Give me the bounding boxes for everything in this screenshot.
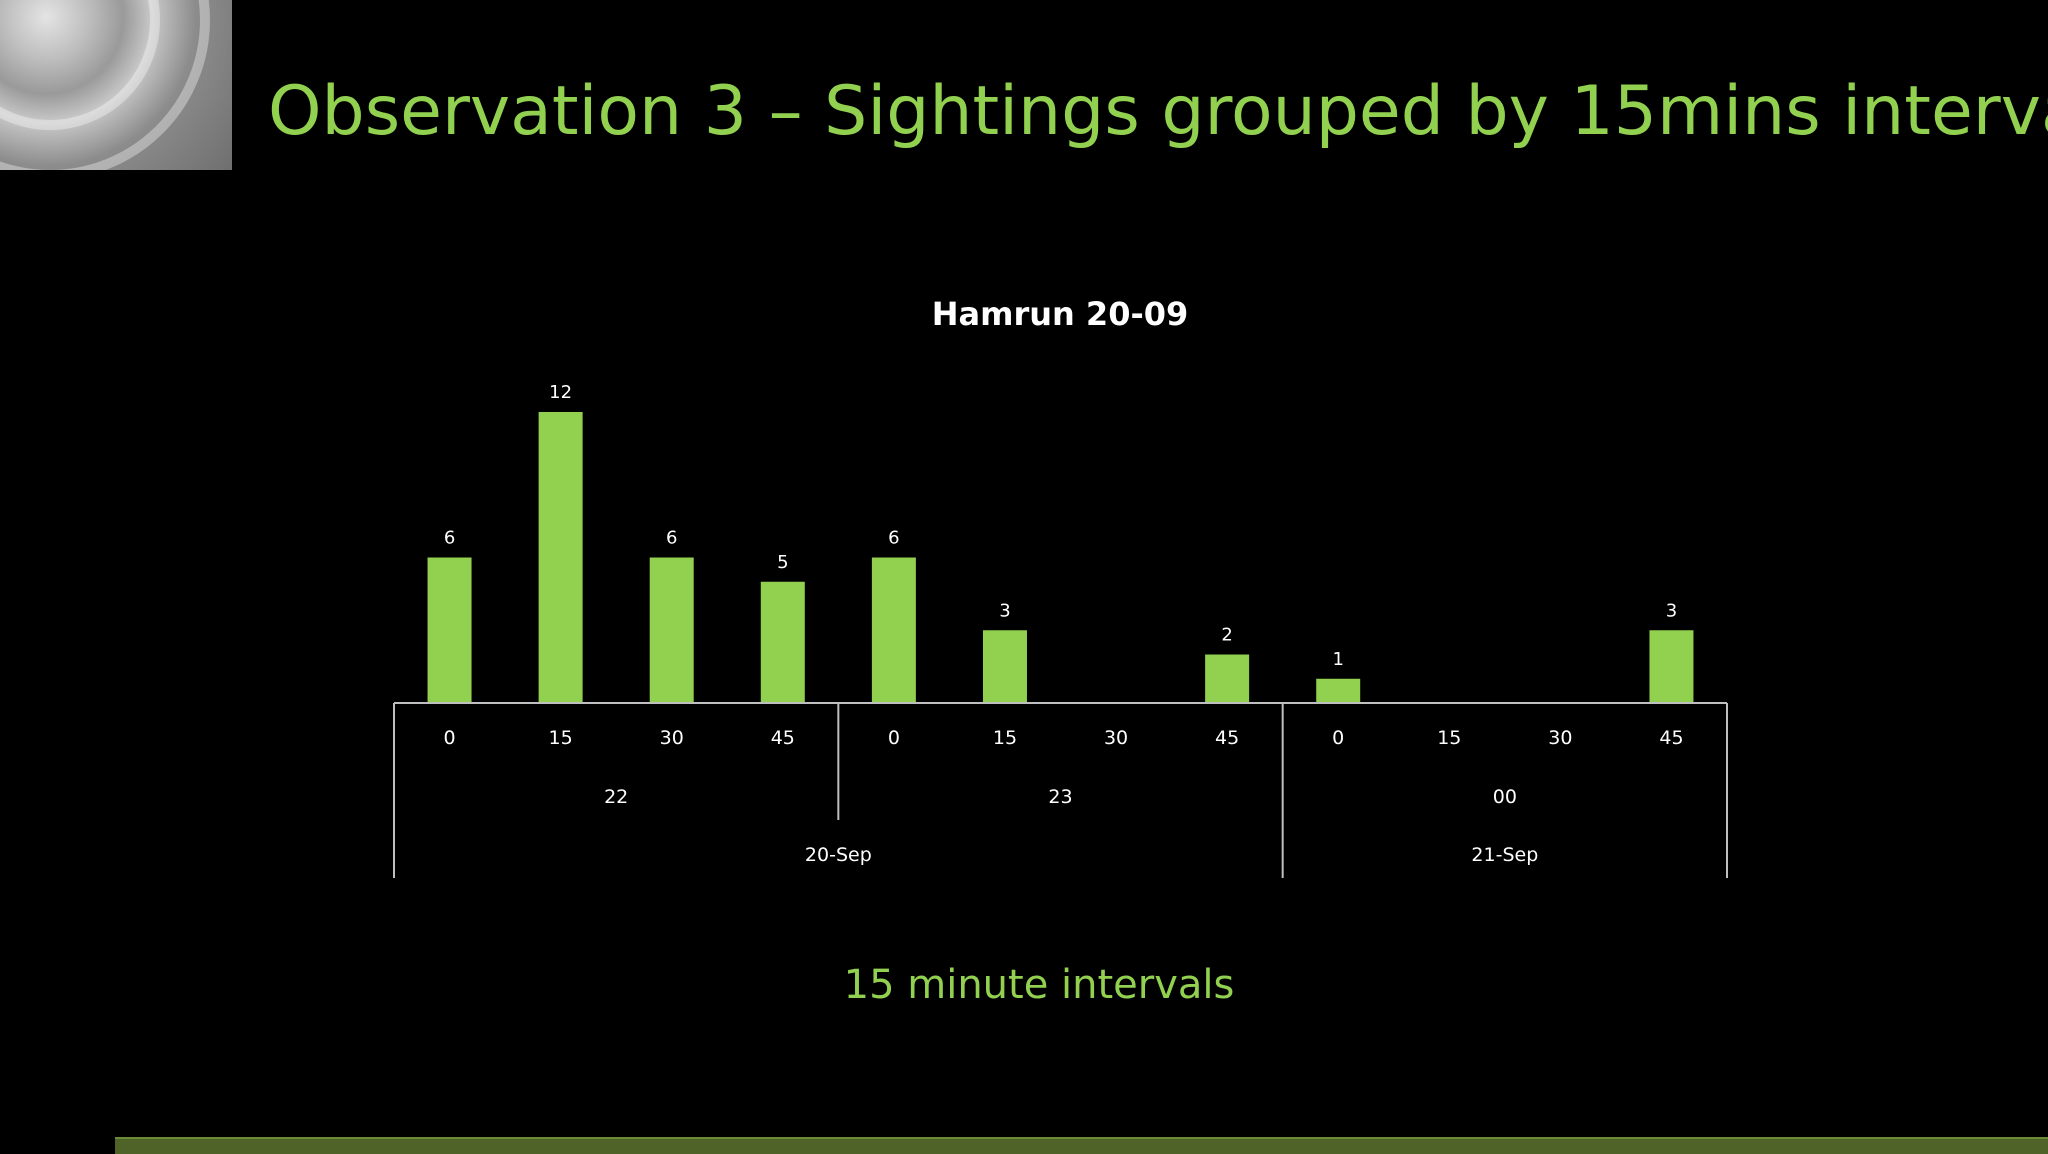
bar-data-label: 1 [1332, 649, 1343, 670]
bar-data-label: 6 [888, 528, 899, 549]
tick-label-minute: 45 [771, 727, 795, 749]
tick-label-date: 21-Sep [1471, 844, 1538, 866]
bar-data-label: 3 [999, 600, 1010, 621]
tick-label-minute: 45 [1215, 727, 1239, 749]
bar-data-label: 6 [666, 528, 677, 549]
category-axis: 0 15 30 45 0 15 30 45 0 15 30 45 22 23 00 20-Sep 21-Sep [393, 702, 1728, 878]
bar [649, 557, 694, 703]
bar [1316, 678, 1361, 703]
tick-label-minute: 0 [1332, 727, 1344, 749]
tick-label-hour: 00 [1493, 786, 1517, 808]
bar [538, 412, 583, 703]
bar-data-label: 6 [444, 528, 455, 549]
tick-label-minute: 15 [993, 727, 1017, 749]
chart-title: Hamrun 20-09 [932, 295, 1189, 333]
tick-label-minute: 30 [660, 727, 684, 749]
bar-data-label: 3 [1666, 600, 1677, 621]
tick-label-minute: 30 [1104, 727, 1128, 749]
bar [427, 557, 472, 703]
tick-label-hour: 22 [604, 786, 628, 808]
bar [1649, 630, 1694, 703]
tick-label-date: 20-Sep [805, 844, 872, 866]
slide-title: Observation 3 – Sightings grouped by 15m… [268, 72, 2048, 151]
tick-label-hour: 23 [1048, 786, 1072, 808]
tick-label-minute: 15 [549, 727, 573, 749]
tick-label-minute: 45 [1659, 727, 1683, 749]
tick-label-minute: 0 [888, 727, 900, 749]
footer-bar [115, 1137, 2048, 1154]
bar-data-label: 2 [1221, 625, 1232, 646]
bar-data-label: 12 [549, 382, 572, 403]
corner-decoration-image [0, 0, 232, 170]
bar [982, 630, 1027, 703]
tick-label-minute: 30 [1548, 727, 1572, 749]
bar [871, 557, 916, 703]
bar [760, 581, 805, 703]
axis-caption: 15 minute intervals [843, 962, 1235, 1008]
bars-group: 6 12 6 5 6 3 2 1 3 [427, 382, 1694, 703]
bar [1205, 654, 1250, 703]
bar-data-label: 5 [777, 552, 788, 573]
tick-label-minute: 0 [443, 727, 455, 749]
tick-label-minute: 15 [1437, 727, 1461, 749]
